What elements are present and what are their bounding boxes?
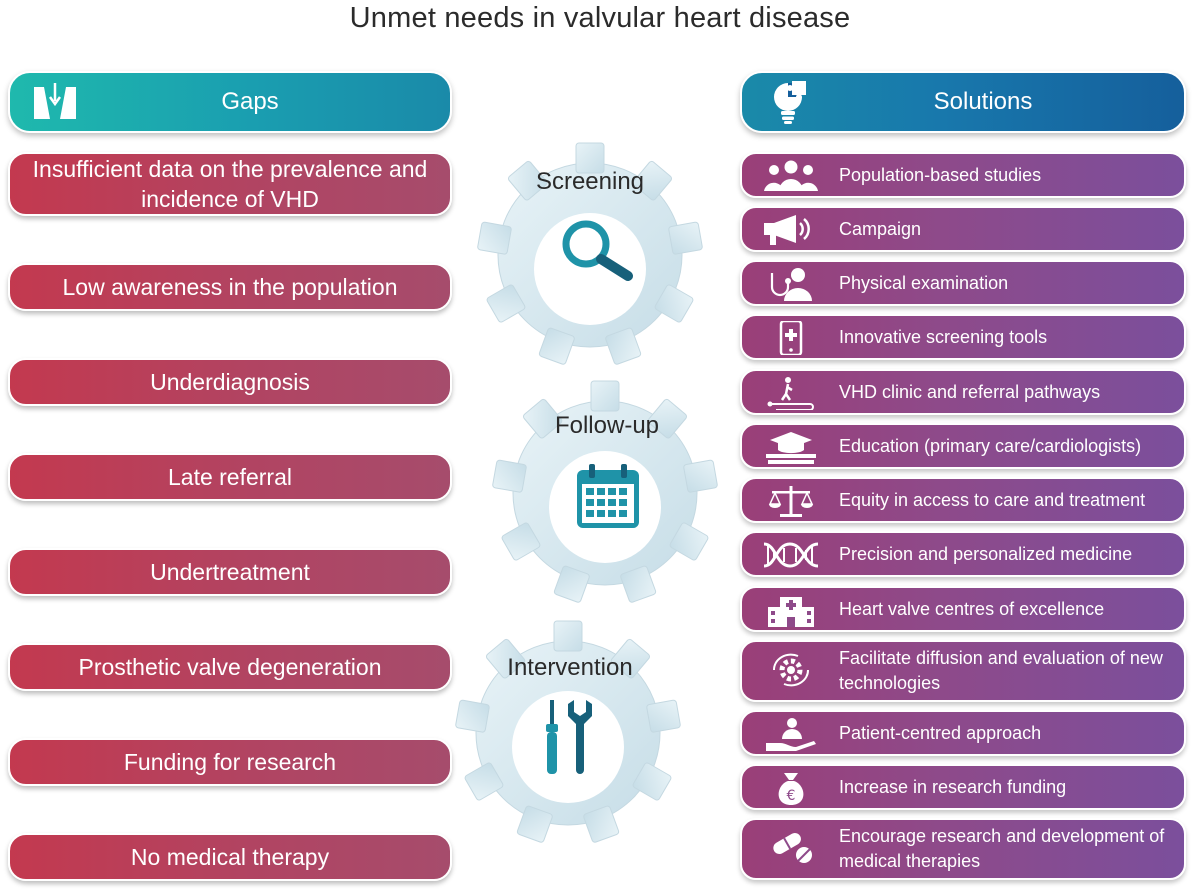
solution-label: Education (primary care/cardiologists) <box>839 435 1142 456</box>
solution-label: Population-based studies <box>839 164 1042 185</box>
magnifier-icon <box>562 220 633 281</box>
solution-label: Heart valve centres of excellence <box>839 598 1105 619</box>
gap-item: Low awareness in the population <box>8 263 452 311</box>
calendar-icon <box>577 464 639 528</box>
valve-arrow-icon <box>34 83 76 119</box>
gap-item: Funding for research <box>8 738 452 786</box>
solution-label: Increase in research funding <box>839 776 1067 797</box>
gap-item: Late referral <box>8 453 452 501</box>
people-group-icon <box>764 160 818 191</box>
solution-item: Campaign <box>740 206 1186 252</box>
gaps-header-label: Gaps <box>221 88 279 115</box>
smartphone-medical-icon <box>779 321 803 355</box>
solution-label: Facilitate diffusion and evaluation of n… <box>839 648 1163 693</box>
solution-item: Precision and personalized medicine <box>740 531 1186 577</box>
solution-item: Patient-centred approach <box>740 710 1186 756</box>
megaphone-icon <box>764 215 810 245</box>
dna-icon <box>763 542 819 568</box>
solution-item: Population-based studies <box>740 152 1186 198</box>
gap-item: Undertreatment <box>8 548 452 596</box>
solution-item: Innovative screening tools <box>740 314 1186 360</box>
hospital-icon <box>768 597 814 627</box>
gap-item: No medical therapy <box>8 833 452 881</box>
solutions-header: Solutions <box>740 71 1186 133</box>
solution-item: Facilitate diffusion and evaluation of n… <box>740 640 1186 702</box>
euro-money-bag-icon: € <box>778 773 804 805</box>
solution-item: Heart valve centres of excellence <box>740 586 1186 632</box>
stage-label-intervention: Intervention <box>507 654 633 681</box>
doctor-stethoscope-icon <box>770 268 812 301</box>
solution-item: Physical examination <box>740 260 1186 306</box>
solution-label: Encourage research and development of me… <box>839 826 1165 871</box>
gap-item: Prosthetic valve degeneration <box>8 643 452 691</box>
solution-item: Encourage research and development of me… <box>740 818 1186 880</box>
solution-label: Physical examination <box>839 272 1009 293</box>
solution-label: VHD clinic and referral pathways <box>839 381 1101 402</box>
graduation-books-icon <box>766 432 816 464</box>
screening-gear <box>477 142 703 365</box>
patient-hand-icon <box>766 718 816 751</box>
solution-item: VHD clinic and referral pathways <box>740 369 1186 415</box>
gap-item: Underdiagnosis <box>8 358 452 406</box>
pills-icon <box>773 833 812 863</box>
solution-item: € Increase in research funding <box>740 764 1186 810</box>
solutions-header-label: Solutions <box>933 88 1033 115</box>
stage-label-follow-up: Follow-up <box>554 412 660 439</box>
gear-cycle-icon <box>772 653 810 687</box>
svg-text:€: € <box>787 788 796 804</box>
solution-label: Precision and personalized medicine <box>839 543 1133 564</box>
solution-label: Patient-centred approach <box>839 722 1042 743</box>
solution-label: Equity in access to care and treatment <box>839 489 1146 510</box>
page-title: Unmet needs in valvular heart disease <box>349 2 851 34</box>
stage-label-screening: Screening <box>535 168 645 195</box>
solution-label: Innovative screening tools <box>839 326 1048 347</box>
screwdriver-wrench-icon <box>546 700 592 774</box>
balance-scale-icon <box>768 486 814 517</box>
gaps-header: Gaps <box>8 71 452 133</box>
solution-item: Education (primary care/cardiologists) <box>740 423 1186 469</box>
solution-item: Equity in access to care and treatment <box>740 477 1186 523</box>
pathway-walker-icon <box>767 377 814 410</box>
gap-item: Insufficient data on the prevalence and … <box>8 152 452 216</box>
lightbulb-puzzle-icon <box>774 81 806 124</box>
intervention-gear <box>455 620 681 843</box>
solution-label: Campaign <box>839 218 922 239</box>
